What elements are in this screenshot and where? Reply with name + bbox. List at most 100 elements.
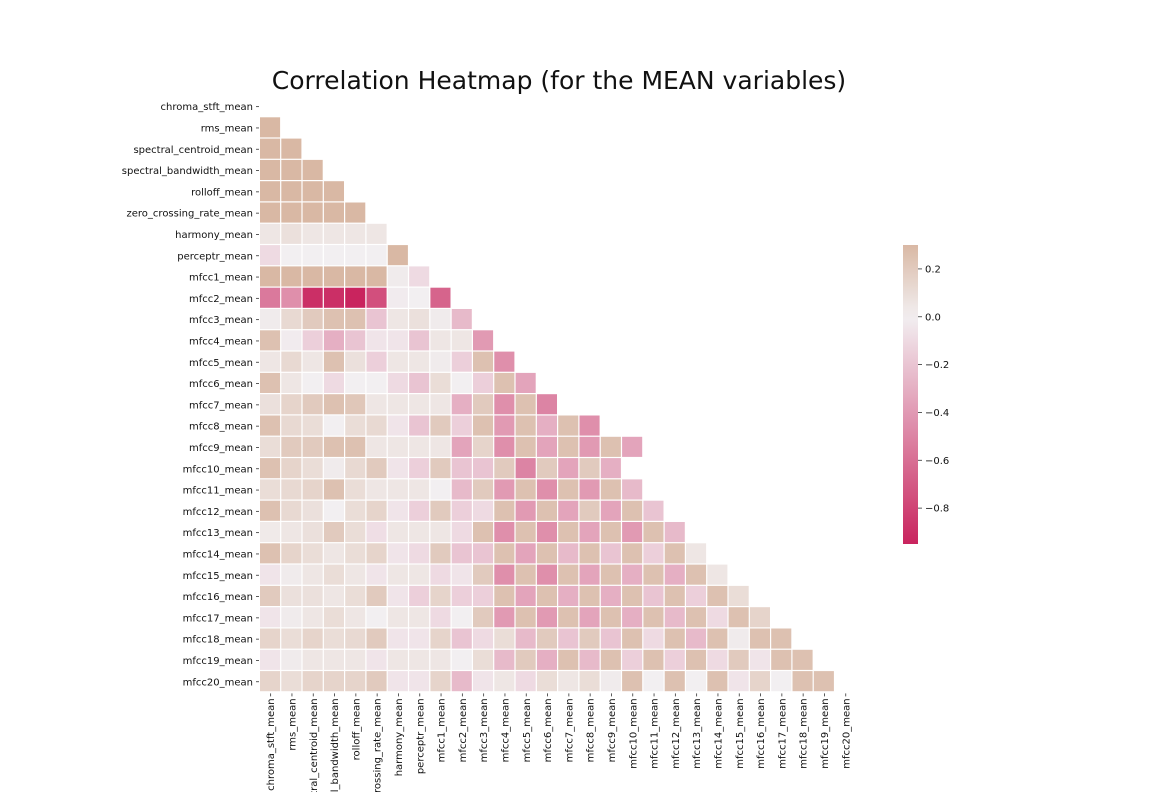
heatmap-cell-zero_crossing_rate_mean-rms_mean <box>281 202 302 223</box>
heatmap-cell-mfcc6_mean-rolloff_mean <box>345 372 366 393</box>
heatmap-cell-mfcc9_mean-mfcc5_mean <box>515 436 536 457</box>
heatmap-cell-mfcc19_mean-mfcc7_mean <box>558 649 579 670</box>
heatmap-cell-harmony_mean-spectral_bandwidth_mean <box>323 223 344 244</box>
heatmap-cell-mfcc15_mean-zero_crossing_rate_mean <box>366 564 387 585</box>
heatmap-cell-mfcc20_mean-mfcc5_mean <box>515 671 536 692</box>
y-tick-label: mfcc11_mean <box>183 486 253 497</box>
heatmap-cell-mfcc15_mean-mfcc9_mean <box>600 564 621 585</box>
y-tick-labels: chroma_stft_mean rms_mean spectral_centroi… <box>122 102 259 688</box>
heatmap-cell-zero_crossing_rate_mean-rolloff_mean <box>345 202 366 223</box>
heatmap-cell-mfcc2_mean-spectral_bandwidth_mean <box>323 287 344 308</box>
heatmap-cell-mfcc15_mean-rolloff_mean <box>345 564 366 585</box>
heatmap-cell-mfcc5_mean-spectral_bandwidth_mean <box>323 351 344 372</box>
y-tick-label: mfcc10_mean <box>183 464 253 475</box>
heatmap-cell-mfcc8_mean-harmony_mean <box>387 415 408 436</box>
heatmap-cell-mfcc18_mean-mfcc14_mean <box>707 628 728 649</box>
heatmap-cell-mfcc17_mean-mfcc12_mean <box>664 607 685 628</box>
heatmap-cell-mfcc10_mean-zero_crossing_rate_mean <box>366 458 387 479</box>
x-tick-label: mfcc1_mean <box>437 698 448 762</box>
heatmap-cell-mfcc15_mean-spectral_centroid_mean <box>302 564 323 585</box>
heatmap-cell-mfcc19_mean-mfcc6_mean <box>536 649 557 670</box>
heatmap-cell-mfcc8_mean-spectral_centroid_mean <box>302 415 323 436</box>
heatmap-cell-harmony_mean-zero_crossing_rate_mean <box>366 223 387 244</box>
heatmap-cell-mfcc14_mean-mfcc9_mean <box>600 543 621 564</box>
heatmap-cell-mfcc10_mean-harmony_mean <box>387 458 408 479</box>
heatmap-cell-mfcc9_mean-rolloff_mean <box>345 436 366 457</box>
heatmap-cell-mfcc17_mean-rms_mean <box>281 607 302 628</box>
heatmap-cell-mfcc19_mean-chroma_stft_mean <box>260 649 281 670</box>
chart-title: Correlation Heatmap (for the MEAN variab… <box>272 66 846 95</box>
heatmap-cell-mfcc7_mean-mfcc1_mean <box>430 394 451 415</box>
heatmap-cell-mfcc8_mean-mfcc7_mean <box>558 415 579 436</box>
heatmap-cell-mfcc11_mean-chroma_stft_mean <box>260 479 281 500</box>
heatmap-cell-mfcc7_mean-harmony_mean <box>387 394 408 415</box>
heatmap-cell-mfcc20_mean-rms_mean <box>281 671 302 692</box>
heatmap-cell-mfcc10_mean-mfcc7_mean <box>558 458 579 479</box>
heatmap-cell-mfcc18_mean-harmony_mean <box>387 628 408 649</box>
heatmap-cell-mfcc17_mean-harmony_mean <box>387 607 408 628</box>
heatmap-cell-mfcc5_mean-rolloff_mean <box>345 351 366 372</box>
y-tick-label: mfcc19_mean <box>183 656 253 667</box>
heatmap-cell-mfcc10_mean-mfcc5_mean <box>515 458 536 479</box>
y-tick-label: mfcc6_mean <box>189 379 253 390</box>
heatmap-cell-mfcc3_mean-zero_crossing_rate_mean <box>366 309 387 330</box>
heatmap-cell-mfcc6_mean-spectral_centroid_mean <box>302 372 323 393</box>
heatmap-cell-mfcc20_mean-mfcc11_mean <box>643 671 664 692</box>
heatmap-cell-mfcc13_mean-harmony_mean <box>387 522 408 543</box>
heatmap-cell-mfcc9_mean-mfcc4_mean <box>494 436 515 457</box>
heatmap-cell-mfcc8_mean-chroma_stft_mean <box>260 415 281 436</box>
heatmap-cell-mfcc16_mean-mfcc2_mean <box>451 585 472 606</box>
heatmap-cell-mfcc12_mean-mfcc6_mean <box>536 500 557 521</box>
heatmap-cell-mfcc18_mean-zero_crossing_rate_mean <box>366 628 387 649</box>
heatmap-cell-mfcc14_mean-spectral_bandwidth_mean <box>323 543 344 564</box>
heatmap-cell-mfcc9_mean-rms_mean <box>281 436 302 457</box>
heatmap-cell-mfcc20_mean-spectral_centroid_mean <box>302 671 323 692</box>
heatmap-cells <box>260 117 834 692</box>
heatmap-cell-mfcc13_mean-rms_mean <box>281 522 302 543</box>
heatmap-cell-mfcc5_mean-mfcc2_mean <box>451 351 472 372</box>
heatmap-cell-mfcc14_mean-mfcc3_mean <box>473 543 494 564</box>
heatmap-cell-mfcc9_mean-mfcc6_mean <box>536 436 557 457</box>
heatmap-cell-mfcc12_mean-mfcc10_mean <box>622 500 643 521</box>
heatmap-cell-mfcc17_mean-mfcc8_mean <box>579 607 600 628</box>
x-tick-label: rolloff_mean <box>351 698 362 760</box>
heatmap-cell-mfcc2_mean-mfcc1_mean <box>430 287 451 308</box>
heatmap-cell-mfcc17_mean-mfcc13_mean <box>686 607 707 628</box>
heatmap-cell-mfcc18_mean-mfcc3_mean <box>473 628 494 649</box>
heatmap-cell-mfcc20_mean-mfcc19_mean <box>813 671 834 692</box>
heatmap-cell-mfcc15_mean-mfcc2_mean <box>451 564 472 585</box>
x-tick-label: mfcc12_mean <box>671 698 682 768</box>
heatmap-cell-mfcc10_mean-mfcc3_mean <box>473 458 494 479</box>
heatmap-cell-mfcc8_mean-mfcc5_mean <box>515 415 536 436</box>
heatmap-cell-mfcc10_mean-perceptr_mean <box>409 458 430 479</box>
heatmap-cell-rolloff_mean-spectral_bandwidth_mean <box>323 181 344 202</box>
heatmap-cell-mfcc20_mean-mfcc12_mean <box>664 671 685 692</box>
heatmap-cell-mfcc13_mean-perceptr_mean <box>409 522 430 543</box>
heatmap-cell-spectral_bandwidth_mean-spectral_centroid_mean <box>302 159 323 180</box>
x-tick-label: harmony_mean <box>394 698 405 776</box>
heatmap-cell-mfcc14_mean-mfcc1_mean <box>430 543 451 564</box>
y-tick-label: mfcc20_mean <box>183 677 253 688</box>
heatmap-cell-mfcc6_mean-zero_crossing_rate_mean <box>366 372 387 393</box>
x-tick-label: mfcc14_mean <box>713 698 724 768</box>
x-tick-label: mfcc3_mean <box>479 698 490 762</box>
heatmap-cell-mfcc13_mean-mfcc1_mean <box>430 522 451 543</box>
heatmap-cell-mfcc9_mean-perceptr_mean <box>409 436 430 457</box>
heatmap-cell-mfcc15_mean-mfcc10_mean <box>622 564 643 585</box>
heatmap-cell-mfcc13_mean-mfcc5_mean <box>515 522 536 543</box>
heatmap-cell-zero_crossing_rate_mean-spectral_bandwidth_mean <box>323 202 344 223</box>
x-tick-label: mfcc20_mean <box>841 698 852 768</box>
y-tick-label: mfcc17_mean <box>183 613 253 624</box>
heatmap-cell-mfcc14_mean-rms_mean <box>281 543 302 564</box>
heatmap-cell-mfcc10_mean-chroma_stft_mean <box>260 458 281 479</box>
heatmap-cell-mfcc15_mean-harmony_mean <box>387 564 408 585</box>
heatmap-cell-mfcc19_mean-mfcc14_mean <box>707 649 728 670</box>
heatmap-cell-mfcc19_mean-rolloff_mean <box>345 649 366 670</box>
heatmap-cell-mfcc15_mean-mfcc14_mean <box>707 564 728 585</box>
heatmap-cell-mfcc16_mean-harmony_mean <box>387 585 408 606</box>
heatmap-cell-mfcc15_mean-rms_mean <box>281 564 302 585</box>
heatmap-cell-mfcc3_mean-mfcc2_mean <box>451 309 472 330</box>
x-tick-labels: chroma_stft_mean rms_mean spectral_centroi… <box>266 693 852 792</box>
heatmap-cell-mfcc19_mean-mfcc10_mean <box>622 649 643 670</box>
heatmap-cell-mfcc13_mean-mfcc10_mean <box>622 522 643 543</box>
